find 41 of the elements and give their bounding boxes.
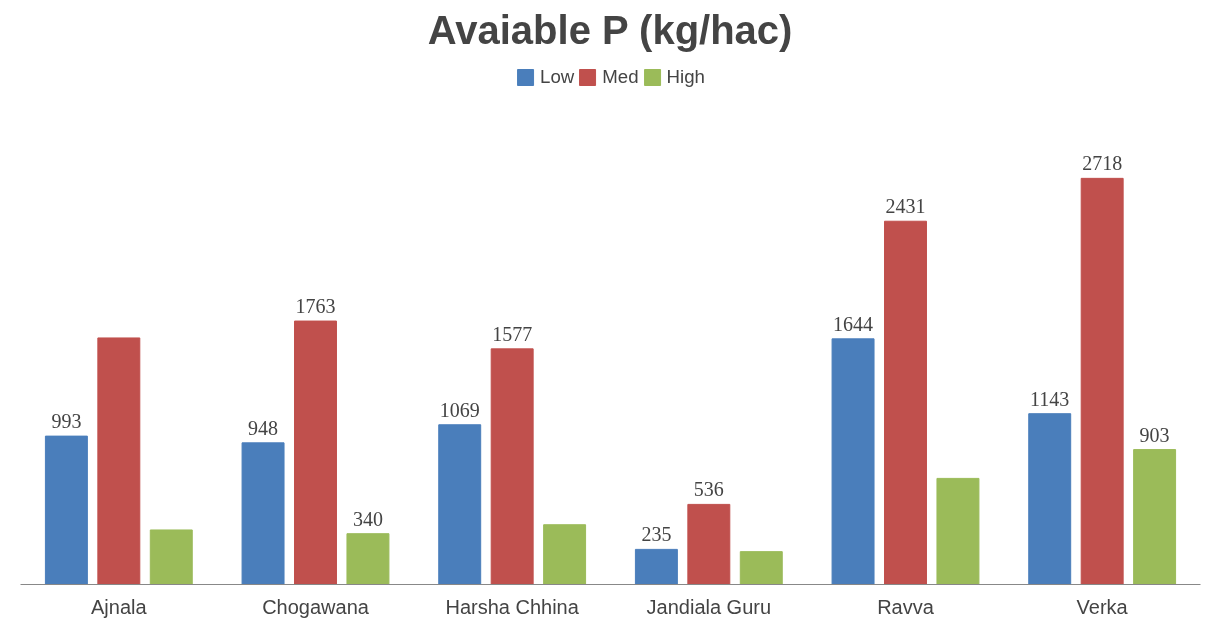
x-tick-label: Ajnala <box>91 595 148 618</box>
data-label: 235 <box>641 523 672 546</box>
data-label: 536 <box>693 478 724 501</box>
x-tick-label: Jandiala Guru <box>646 595 772 618</box>
data-label: 2718 <box>1082 152 1123 175</box>
bar <box>831 338 875 585</box>
data-label: 903 <box>1139 423 1170 446</box>
bar <box>1080 177 1124 585</box>
bar <box>241 442 285 585</box>
data-label: 340 <box>352 507 383 530</box>
bar <box>346 533 390 585</box>
bar <box>44 435 88 585</box>
bar <box>687 503 731 585</box>
x-tick-label: Harsha Chhina <box>445 595 580 618</box>
x-tick-label: Ravva <box>877 595 935 618</box>
data-label: 948 <box>248 416 279 439</box>
data-label: 1763 <box>295 295 336 318</box>
bar <box>543 524 587 585</box>
data-label: 993 <box>51 410 82 433</box>
legend-label: Med <box>602 66 639 88</box>
bar <box>884 220 927 585</box>
data-label: 1069 <box>439 398 480 421</box>
data-label: 1577 <box>492 322 533 345</box>
legend-label: High <box>666 66 705 88</box>
legend-label: Low <box>540 66 575 88</box>
bar <box>739 551 783 585</box>
bar <box>1133 449 1177 585</box>
bar <box>936 477 980 585</box>
bar <box>634 548 678 585</box>
data-label: 1143 <box>1030 387 1070 410</box>
bar <box>490 348 534 585</box>
x-tick-label: Verka <box>1076 595 1129 618</box>
bar <box>438 424 482 585</box>
data-label: 2431 <box>885 195 926 218</box>
bar <box>294 320 337 585</box>
bar <box>1028 413 1072 585</box>
x-tick-label: Chogawana <box>262 595 370 618</box>
bar <box>97 337 141 585</box>
data-label: 1644 <box>833 312 874 335</box>
chart-title: Avaiable P (kg/hac) <box>427 7 793 52</box>
bar <box>149 529 193 585</box>
